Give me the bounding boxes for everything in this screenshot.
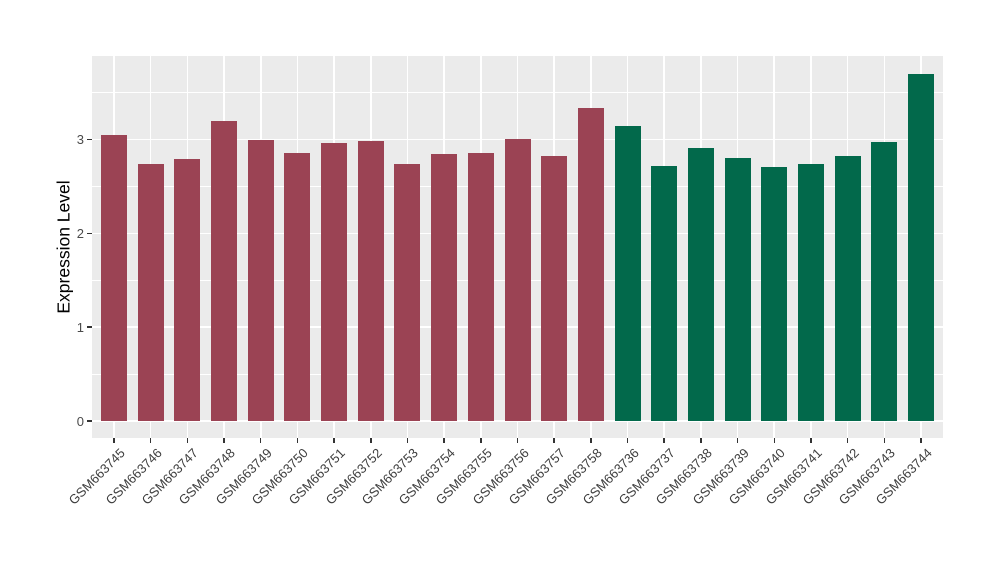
bar-GSM663740 xyxy=(761,166,788,422)
x-axis-tick xyxy=(736,438,739,443)
bar-GSM663757 xyxy=(541,156,568,422)
bar-GSM663742 xyxy=(834,156,861,422)
bar-GSM663736 xyxy=(614,126,641,422)
x-axis-tick xyxy=(186,438,189,443)
bar-GSM663744 xyxy=(907,73,934,422)
bar-GSM663753 xyxy=(394,163,421,422)
x-axis-tick xyxy=(333,438,335,443)
x-axis-tick xyxy=(370,438,372,443)
y-axis-tick xyxy=(87,420,92,422)
bar-GSM663743 xyxy=(871,142,898,422)
bar-GSM663755 xyxy=(467,152,494,422)
y-tick-label: 0 xyxy=(76,413,84,429)
bar-GSM663750 xyxy=(284,152,311,422)
bar-GSM663758 xyxy=(577,107,604,422)
x-axis-tick xyxy=(296,438,299,443)
bar-GSM663737 xyxy=(651,165,678,422)
x-axis-tick xyxy=(626,438,629,443)
plot-panel xyxy=(92,56,943,438)
x-axis-tick xyxy=(516,438,519,443)
x-axis-tick xyxy=(149,438,152,443)
bar-GSM663748 xyxy=(211,120,238,422)
y-axis-title: Expression Level xyxy=(53,180,74,314)
bar-GSM663749 xyxy=(247,140,274,422)
bar-GSM663756 xyxy=(504,138,531,422)
x-axis-tick xyxy=(920,438,922,443)
x-axis-tick xyxy=(590,438,592,443)
y-tick-label: 3 xyxy=(76,132,84,148)
bar-GSM663738 xyxy=(687,147,714,422)
bar-GSM663739 xyxy=(724,158,751,422)
bar-GSM663751 xyxy=(321,143,348,422)
bar-GSM663746 xyxy=(137,163,164,422)
bar-GSM663741 xyxy=(797,163,824,422)
bar-GSM663754 xyxy=(431,153,458,422)
bar-GSM663752 xyxy=(357,141,384,422)
x-axis-tick xyxy=(553,438,555,443)
x-axis-tick xyxy=(113,438,115,443)
x-axis-tick xyxy=(810,438,812,443)
y-tick-label: 1 xyxy=(76,319,84,335)
x-axis-tick xyxy=(406,438,409,443)
y-tick-label: 2 xyxy=(76,225,84,241)
bar-GSM663747 xyxy=(174,159,201,422)
y-axis-tick xyxy=(87,138,92,141)
x-axis-tick xyxy=(846,438,849,443)
y-axis-tick xyxy=(87,232,92,235)
x-axis-tick xyxy=(480,438,482,443)
y-axis-tick xyxy=(87,326,92,328)
x-axis-tick xyxy=(773,438,776,443)
x-axis-tick xyxy=(259,438,262,443)
x-axis-tick xyxy=(700,438,702,443)
x-axis-tick xyxy=(443,438,445,443)
x-axis-tick xyxy=(883,438,886,443)
bar-GSM663745 xyxy=(101,134,127,422)
x-axis-tick xyxy=(663,438,665,443)
x-axis-tick xyxy=(223,438,225,443)
